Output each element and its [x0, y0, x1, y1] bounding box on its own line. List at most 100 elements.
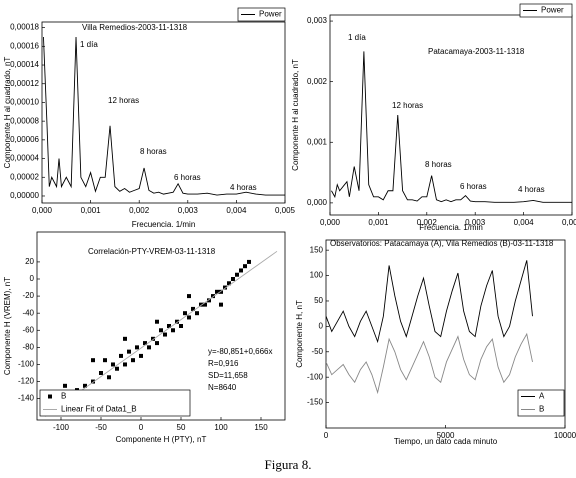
- annotation: 12 horas: [392, 101, 423, 110]
- caption: Figura 8.: [265, 457, 312, 472]
- y-tick-label: 50: [314, 296, 323, 305]
- y-axis-label: Componente H, nT: [295, 300, 304, 368]
- point: [163, 332, 167, 337]
- point: [219, 289, 223, 294]
- y-tick-label: 0: [30, 274, 35, 283]
- x-tick-label: 50: [177, 423, 186, 432]
- point: [195, 311, 199, 316]
- x-axis-label: Frecuencia. 1/min: [132, 220, 196, 229]
- annotation: 4 horas: [518, 185, 545, 194]
- point: [159, 328, 163, 333]
- point: [199, 302, 203, 307]
- series-line: [44, 250, 278, 417]
- chart-title: Villa Remedios-2003-11-1318: [82, 23, 188, 32]
- y-tick-label: 0: [319, 321, 324, 330]
- point: [223, 285, 227, 290]
- point: [183, 311, 187, 316]
- point: [175, 319, 179, 324]
- annotation: 6 horas: [460, 182, 487, 191]
- annotation: N=8640: [208, 383, 237, 392]
- legend-label: Power: [541, 6, 564, 15]
- y-tick-label: 0,001: [307, 137, 328, 146]
- annotation: y=-80,851+0,666x: [208, 347, 273, 356]
- point: [83, 383, 87, 388]
- x-tick-label: 150: [254, 423, 268, 432]
- annotation: 8 horas: [140, 147, 167, 156]
- x-tick-label: 0,004: [514, 218, 535, 227]
- y-tick-label: -50: [311, 347, 323, 356]
- point: [167, 324, 171, 328]
- point: [171, 328, 175, 333]
- point: [231, 277, 235, 281]
- point: [91, 358, 95, 363]
- y-tick-label: -60: [22, 325, 34, 334]
- series-line: [326, 332, 533, 395]
- point: [107, 375, 111, 380]
- point: [139, 353, 143, 358]
- y-tick-label: -100: [18, 360, 35, 369]
- point: [239, 268, 243, 273]
- y-tick-label: 0,00006: [10, 135, 39, 144]
- annotation: R=0,916: [208, 359, 239, 368]
- plot-frame: [36, 231, 286, 421]
- annotation: 6 horas: [174, 173, 201, 182]
- point: [135, 345, 139, 350]
- y-tick-label: -140: [18, 394, 35, 403]
- y-tick-label: -120: [18, 377, 35, 386]
- plot-frame: [41, 21, 286, 204]
- y-axis-label: Componente H (VREM), nT: [3, 277, 12, 375]
- annotation: 4 horas: [230, 183, 257, 192]
- point: [219, 302, 223, 307]
- y-tick-label: 0,00014: [10, 60, 39, 69]
- y-tick-label: 0,00010: [10, 98, 39, 107]
- y-tick-label: -80: [22, 342, 34, 351]
- x-tick-label: 0,001: [368, 218, 389, 227]
- y-tick-label: 0,00004: [10, 154, 39, 163]
- x-tick-label: 0,005: [275, 206, 296, 215]
- y-tick-label: 100: [310, 271, 324, 280]
- point: [235, 272, 239, 277]
- legend-box: [517, 389, 565, 417]
- point: [131, 358, 135, 363]
- point: [119, 353, 123, 358]
- x-tick-label: 0: [324, 431, 329, 440]
- x-tick-label: 0,002: [417, 218, 438, 227]
- point: [123, 336, 127, 341]
- y-tick-label: -100: [307, 372, 324, 381]
- series-line: [43, 36, 285, 196]
- x-tick-label: 0,003: [465, 218, 486, 227]
- point: [187, 294, 191, 299]
- point: [99, 371, 103, 375]
- x-tick-label: 100: [214, 423, 228, 432]
- y-tick-label: 0,00016: [10, 41, 39, 50]
- point: [203, 302, 207, 307]
- y-tick-label: 0,002: [307, 77, 328, 86]
- annotation: SD=11,658: [208, 371, 248, 380]
- point: [191, 306, 195, 311]
- y-tick-label: 0,00002: [10, 172, 39, 181]
- legend-label: B: [539, 405, 544, 414]
- y-tick-label: 0,00018: [10, 23, 39, 32]
- y-axis-label: Componente H al cuadrado, nT: [3, 57, 12, 169]
- point: [111, 362, 115, 367]
- point: [151, 336, 155, 341]
- y-tick-label: 0,00000: [10, 191, 39, 200]
- x-tick-label: 0: [139, 423, 144, 432]
- point: [155, 341, 159, 346]
- x-tick-label: 0,004: [226, 206, 247, 215]
- point: [179, 324, 183, 328]
- point: [227, 281, 231, 286]
- x-tick-label: 0,000: [320, 218, 341, 227]
- annotation: 12 horas: [108, 96, 139, 105]
- x-tick-label: -50: [95, 423, 107, 432]
- legend-label: Power: [259, 10, 282, 19]
- annotation: 8 horas: [425, 160, 452, 169]
- y-tick-label: 0,000: [307, 198, 328, 207]
- point: [143, 341, 147, 346]
- legend-marker: [48, 394, 52, 399]
- legend-label: Linear Fit of Data1_B: [61, 405, 137, 414]
- point: [215, 289, 219, 294]
- x-tick-label: 0,005: [562, 218, 576, 227]
- chart-title: Observatorios: Patacamaya (A), Vila Reme…: [330, 239, 554, 248]
